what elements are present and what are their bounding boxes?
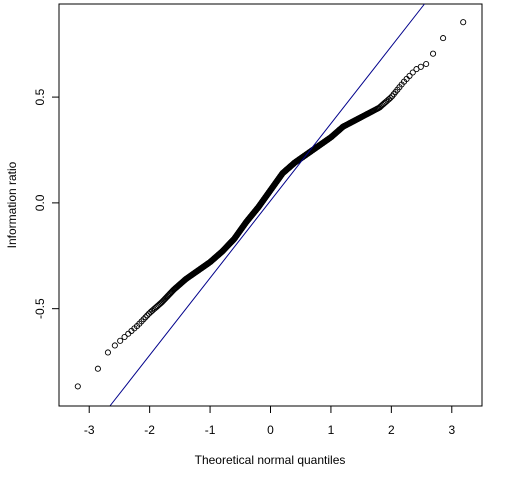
data-point [125,330,132,337]
data-point [74,383,81,390]
x-tick-label: 1 [328,423,335,437]
x-tick-label: -2 [144,423,155,437]
data-point [94,365,101,372]
data-point [121,333,128,341]
x-axis-title: Theoretical normal quantiles [195,453,346,467]
plot-frame [58,3,483,407]
data-point [140,316,147,323]
data-points [74,19,467,390]
data-point [111,342,118,349]
x-tick-label: 3 [448,423,455,437]
data-point [417,63,424,70]
x-tick-label: -3 [84,423,95,437]
data-point [460,19,467,26]
reference-line-group [109,3,425,407]
y-tick-label: 0.0 [33,194,47,211]
y-axis-title: Information ratio [5,161,19,248]
data-point [430,50,437,57]
data-point [117,337,124,344]
data-point [387,94,394,101]
reference-line [109,3,425,407]
data-point [142,314,149,321]
y-axis: -0.5 0.0 0.5 [33,88,60,319]
data-point [409,69,416,76]
x-tick-label: -1 [205,423,216,437]
data-point [423,60,430,68]
data-point [440,35,447,42]
x-tick-label: 0 [267,423,274,437]
x-axis: -3 -2 -1 0 1 2 3 [84,405,455,437]
x-tick-label: 2 [388,423,395,437]
data-point [144,312,151,319]
y-tick-label: 0.5 [33,88,47,105]
data-point [104,349,111,356]
y-tick-label: -0.5 [33,298,47,319]
data-point [406,72,413,79]
